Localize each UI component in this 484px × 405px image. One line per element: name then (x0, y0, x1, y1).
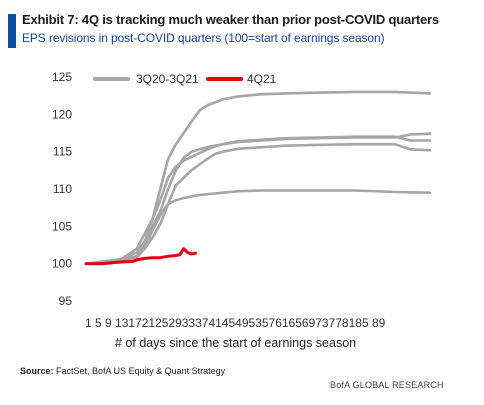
legend-label-gray: 3Q20-3Q21 (136, 72, 199, 86)
legend-label-red: 4Q21 (247, 72, 277, 86)
y-tick-label: 110 (53, 182, 72, 196)
source-text: FactSet, BofA US Equity & Quant Strategy (56, 366, 226, 376)
chart-area: 95 100 105 110 115 120 125 3Q20-3Q21 4Q21 1 5 … (52, 70, 432, 350)
y-tick-label: 120 (52, 107, 72, 121)
series-line-gray-5 (84, 142, 432, 265)
series-line-gray-1 (84, 189, 432, 265)
accent-bar (8, 14, 16, 48)
brand-footer: BofA GLOBAL RESEARCH (330, 380, 444, 390)
series-line-gray-4 (84, 132, 432, 265)
series-line-gray-3 (84, 135, 432, 265)
chart-title: Exhibit 7: 4Q is tracking much weaker th… (22, 12, 439, 27)
y-axis-ticks: 95 100 105 110 115 120 125 (52, 70, 72, 308)
x-axis-title: # of days since the start of earnings se… (115, 336, 356, 350)
y-tick-label: 115 (53, 145, 72, 159)
chart-subtitle: EPS revisions in post-COVID quarters (10… (22, 31, 385, 45)
y-tick-label: 100 (52, 257, 72, 271)
source-note: Source: FactSet, BofA US Equity & Quant … (20, 366, 225, 376)
series-line-gray-2 (84, 90, 432, 265)
legend: 3Q20-3Q21 4Q21 (93, 72, 277, 86)
y-tick-label: 125 (52, 70, 72, 84)
series-line-4q21 (84, 247, 197, 266)
y-tick-label: 105 (52, 219, 72, 233)
series-layer (84, 90, 432, 266)
y-tick-label: 95 (59, 294, 73, 308)
source-label: Source: (20, 366, 54, 376)
x-axis-tick-labels: 1 5 9 1317212529333741454953576165697377… (85, 316, 386, 330)
